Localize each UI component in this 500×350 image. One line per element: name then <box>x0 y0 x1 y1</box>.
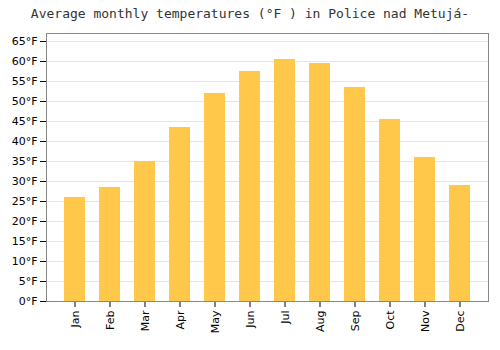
svg-text:60°F: 60°F <box>12 55 38 68</box>
svg-text:30°F: 30°F <box>12 175 38 188</box>
svg-text:Dec: Dec <box>454 311 467 332</box>
svg-text:Mar: Mar <box>139 310 152 331</box>
svg-text:May: May <box>209 310 222 333</box>
svg-text:Feb: Feb <box>104 310 117 329</box>
svg-text:40°F: 40°F <box>12 135 38 148</box>
svg-text:20°F: 20°F <box>12 215 38 228</box>
html-text:Average monthly temperatures (: Average monthly temperatures (°F ) in Po… <box>30 6 470 21</box>
svg-text:15°F: 15°F <box>12 235 38 248</box>
svg-text:Jul: Jul <box>279 311 292 325</box>
svg-text:5°F: 5°F <box>19 275 38 288</box>
svg-text:55°F: 55°F <box>12 75 38 88</box>
svg-text:Oct: Oct <box>384 310 397 330</box>
svg-text:50°F: 50°F <box>12 95 38 108</box>
svg-text:Apr: Apr <box>174 310 187 330</box>
svg-text:10°F: 10°F <box>12 255 38 268</box>
svg-text:Nov: Nov <box>419 310 432 332</box>
svg-text:Sep: Sep <box>349 310 362 331</box>
svg-text:0°F: 0°F <box>19 295 38 308</box>
svg-text:Aug: Aug <box>314 311 327 332</box>
svg-text:25°F: 25°F <box>12 195 38 208</box>
svg-text:45°F: 45°F <box>12 115 38 128</box>
svg-text:35°F: 35°F <box>12 155 38 168</box>
svg-text:65°F: 65°F <box>12 35 38 48</box>
svg-text:Jan: Jan <box>69 310 82 328</box>
svg-text:Jun: Jun <box>244 310 257 328</box>
